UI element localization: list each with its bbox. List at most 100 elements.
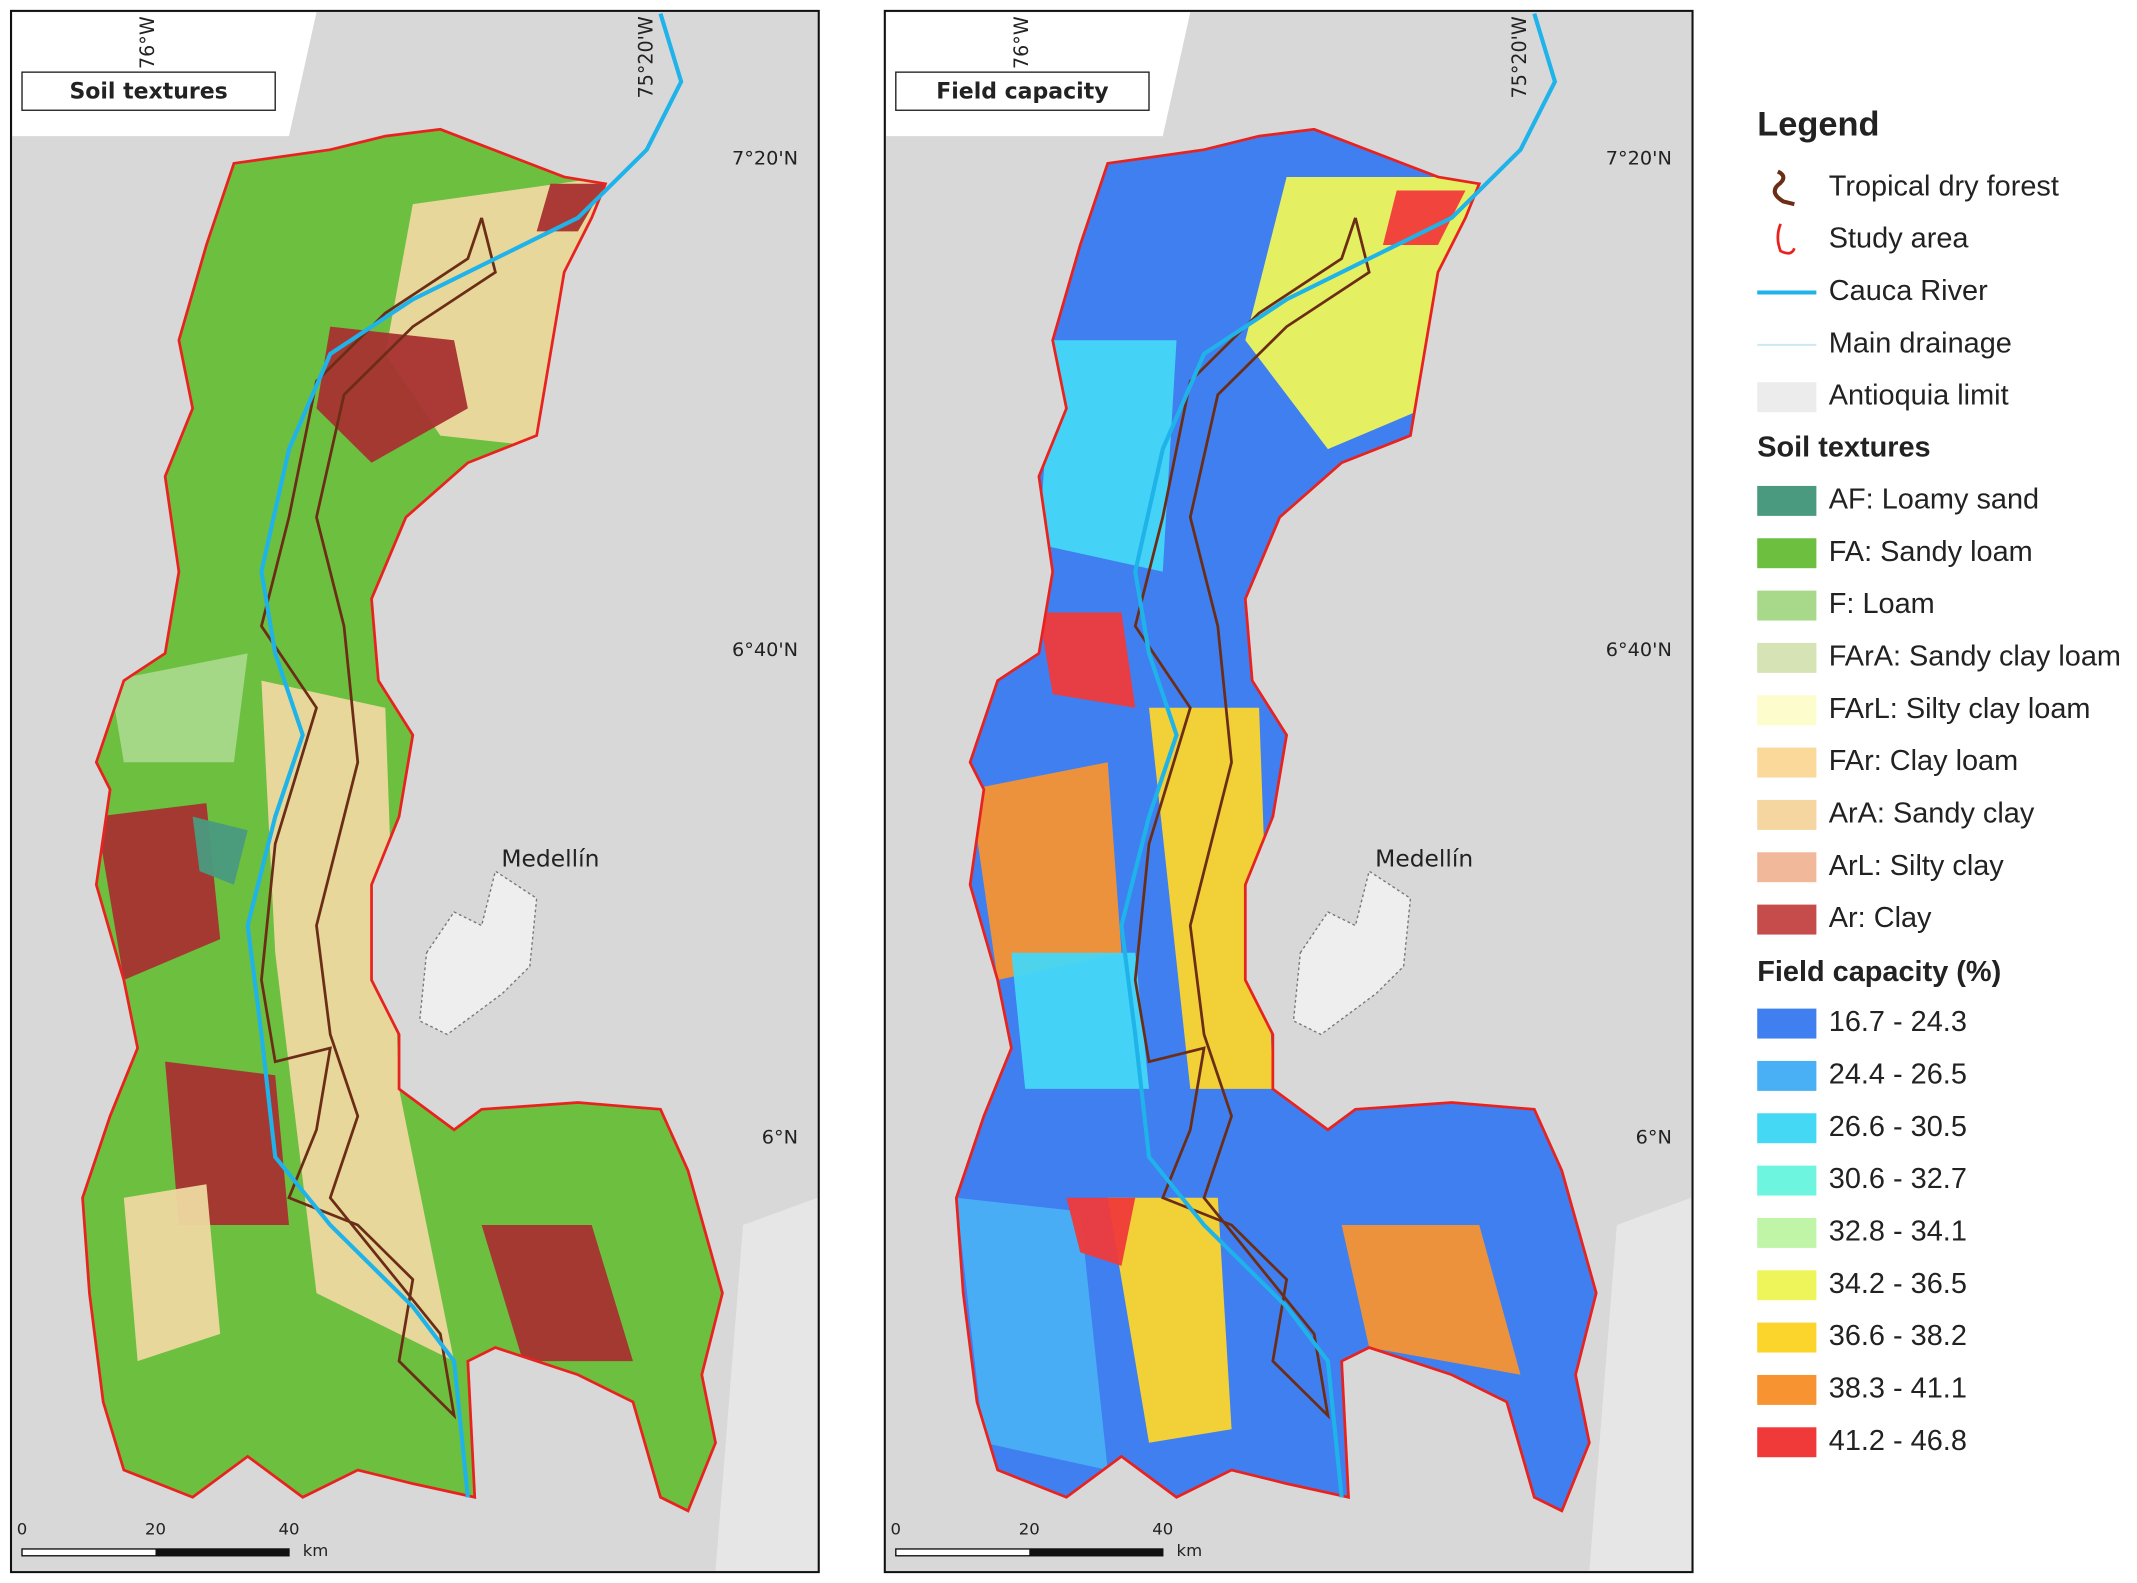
legend-swatch [1757,1322,1817,1353]
legend-swatch [1757,904,1817,935]
texture-patch [192,816,248,885]
lon-label: 75°20'W [634,16,657,98]
legend-label: 32.8 - 34.1 [1829,1216,1967,1248]
legend-label: 38.3 - 41.1 [1829,1373,1967,1405]
scale-bar [1029,1548,1163,1556]
lat-label: 6°40'N [1606,638,1672,661]
texture-patch [536,183,606,232]
legend-label: Cauca River [1829,275,1988,307]
texture-patch [970,762,1122,981]
patches [96,176,633,1362]
scale-label: 0 [17,1519,28,1538]
cauca-river [1119,13,1558,1498]
texture-patch [1038,612,1136,708]
texture-patch [1107,1197,1232,1443]
city-label: Medellín [501,846,599,873]
scale-unit: km [1177,1541,1203,1560]
symbol-antioquia [1757,382,1817,413]
lon-label: 76°W [136,16,159,69]
legend-swatch [1757,642,1817,673]
scale-unit: km [303,1541,329,1560]
lat-label: 6°N [762,1125,798,1148]
legend-label: 16.7 - 24.3 [1829,1006,1967,1038]
texture-patch [1148,707,1273,1089]
legend-label: FAr: Clay loam [1829,745,2018,777]
panel-title-box [21,71,276,111]
panel-title: Soil textures [69,80,227,105]
symbol-study [1776,223,1796,255]
legend-swatch [1757,695,1817,726]
legend-label: FA: Sandy loam [1829,536,2033,568]
legend-swatch [1757,1165,1817,1196]
legend-label: 36.6 - 38.2 [1829,1320,1967,1352]
legend-label: ArA: Sandy clay [1829,798,2035,830]
legend-label: F: Loam [1829,588,1935,620]
legend-swatch [1757,590,1817,621]
lon-label: 76°W [1010,16,1033,69]
panel-title-box [895,71,1150,111]
lat-label: 6°N [1636,1125,1672,1148]
legend-label: Study area [1829,223,1969,255]
legend-swatch [1757,1008,1817,1039]
scale-label: 20 [145,1519,166,1538]
legend-swatch [1757,747,1817,778]
texture-patch [1341,1225,1521,1375]
legend-label: 26.6 - 30.5 [1829,1111,1967,1143]
texture-patch [165,1061,289,1226]
legend-label: ArL: Silty clay [1829,850,2005,882]
cauca-river [245,13,684,1498]
legend-swatch [1757,1113,1817,1144]
legend-swatch [1757,1060,1817,1091]
legend-swatch [1757,1374,1817,1405]
city-area [418,870,538,1036]
texture-patch [1011,952,1149,1089]
scale-label: 20 [1019,1519,1040,1538]
legend-swatch [1757,852,1817,883]
texture-patch [261,680,455,1362]
legend-label: 24.4 - 26.5 [1829,1059,1967,1091]
scale-label: 40 [278,1519,299,1538]
texture-patch [1038,340,1177,572]
legend-swatch [1757,1270,1817,1301]
legend-swatch [1757,538,1817,569]
legend-heading: Field capacity (%) [1757,956,2001,988]
lat-label: 7°20'N [1606,147,1672,170]
texture-patch [316,326,468,463]
texture-patch [96,803,221,981]
legend-label: Ar: Clay [1829,902,1932,934]
symbol-forest [1772,169,1795,207]
scale-bar [155,1548,289,1556]
lat-label: 6°40'N [732,638,798,661]
legend-label: AF: Loamy sand [1829,484,2039,516]
legend-heading: Soil textures [1757,432,1930,464]
legend-label: FArA: Sandy clay loam [1829,641,2121,673]
city-label: Medellín [1375,846,1473,873]
texture-patch [110,653,248,763]
city-area [1292,870,1412,1036]
texture-patch [1382,190,1466,246]
texture-patch [956,1197,1108,1471]
outside-area [715,1197,818,1571]
legend-label: Main drainage [1829,328,2012,360]
legend-title: Legend [1757,106,1879,144]
legend-swatch [1757,799,1817,830]
legend-label: 30.6 - 32.7 [1829,1163,1967,1195]
legend-label: 41.2 - 46.8 [1829,1425,1967,1457]
legend-label: Tropical dry forest [1829,171,2059,203]
legend-label: Antioquia limit [1829,380,2009,412]
legend-label: FArL: Silty clay loam [1829,693,2091,725]
lat-label: 7°20'N [732,147,798,170]
outside-area [1589,1197,1692,1571]
texture-patch [1066,1197,1136,1266]
scale-label: 0 [891,1519,902,1538]
texture-patch [123,1184,221,1362]
panel-title: Field capacity [936,80,1108,105]
study-area [81,127,724,1513]
texture-patch [481,1225,633,1362]
study-area [954,127,1598,1513]
legend-swatch [1757,1427,1817,1458]
lon-label: 75°20'W [1508,16,1531,98]
legend-label: 34.2 - 36.5 [1829,1268,1967,1300]
